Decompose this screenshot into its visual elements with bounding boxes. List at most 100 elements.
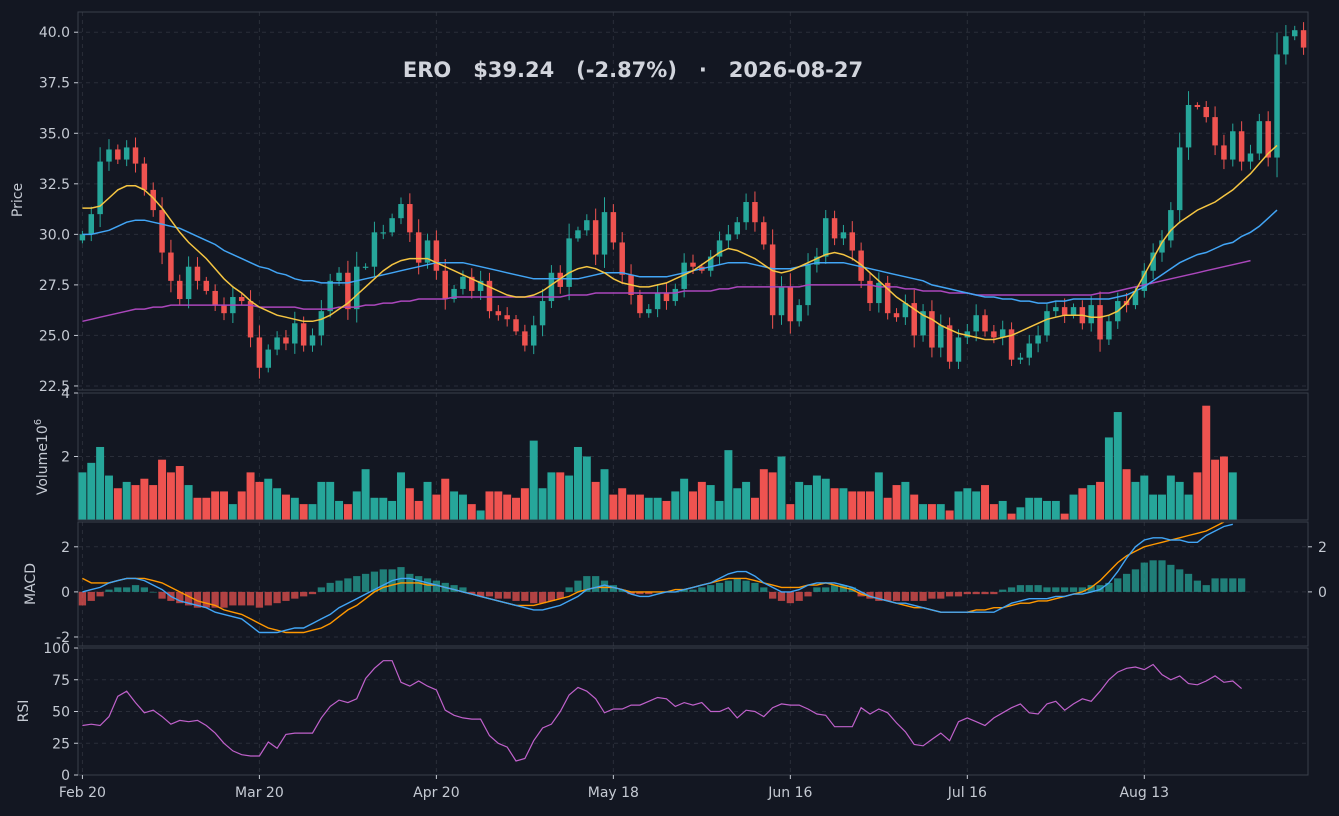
- macd-histogram-bar: [361, 573, 370, 592]
- price-tick-label: 25.0: [39, 328, 70, 344]
- price-tick-label: 35.0: [39, 126, 70, 142]
- candle-body: [1061, 307, 1068, 316]
- candle-body: [407, 204, 413, 233]
- rsi-tick-label: 50: [52, 705, 70, 721]
- candle-body: [822, 218, 829, 257]
- macd-histogram-bar: [618, 589, 626, 592]
- volume-bar: [1042, 500, 1051, 520]
- macd-histogram-bar: [114, 587, 122, 592]
- title-gap: [677, 58, 699, 82]
- macd-histogram-bar: [131, 585, 140, 592]
- volume-bar: [963, 488, 972, 520]
- candle-body: [1291, 30, 1298, 37]
- volume-bar: [512, 497, 521, 520]
- candle-body: [1274, 54, 1280, 158]
- macd-histogram-bar: [839, 585, 848, 592]
- macd-histogram-bar: [786, 591, 794, 604]
- macd-histogram-bar: [919, 591, 927, 601]
- candle-body: [477, 280, 484, 291]
- candle-body: [1141, 270, 1148, 291]
- macd-histogram-bar: [1061, 587, 1069, 592]
- candle-body: [1283, 36, 1289, 55]
- macd-histogram-bar: [512, 591, 520, 601]
- volume-bar: [1131, 481, 1140, 520]
- volume-bar: [494, 491, 503, 520]
- price-panel-frame: [77, 11, 1309, 391]
- candle-body: [938, 325, 944, 348]
- candle-body: [150, 189, 156, 211]
- candle-body: [911, 303, 917, 336]
- macd-histogram-bar: [565, 587, 573, 592]
- volume-bar: [600, 469, 609, 520]
- volume-bar: [680, 478, 689, 520]
- candle-body: [353, 266, 360, 310]
- candle-body: [557, 272, 564, 287]
- macd-histogram-bar: [1140, 562, 1148, 592]
- volume-bar: [423, 481, 432, 520]
- macd-histogram-bar: [1105, 582, 1113, 592]
- volume-axis-label: Volume106: [33, 419, 51, 495]
- candle-body: [451, 288, 457, 300]
- volume-bar: [768, 472, 777, 520]
- volume-bar: [857, 491, 866, 520]
- volume-bar: [697, 481, 706, 520]
- macd-histogram-bar: [910, 591, 918, 601]
- candle-body: [876, 282, 882, 304]
- volume-bar: [830, 488, 839, 520]
- candle-body: [1035, 335, 1041, 344]
- candle-body: [964, 331, 971, 338]
- macd-histogram-bar: [370, 571, 379, 592]
- macd-histogram-bar: [795, 591, 803, 601]
- macd-histogram-bar: [255, 591, 264, 608]
- volume-bar: [149, 485, 158, 520]
- volume-bar: [609, 494, 618, 520]
- macd-histogram-bar: [636, 591, 644, 595]
- volume-bar: [273, 488, 282, 520]
- macd-histogram-bar: [707, 585, 715, 592]
- candle-body: [1026, 343, 1033, 358]
- candle-body: [1185, 104, 1192, 148]
- macd-histogram-bar: [273, 591, 281, 604]
- macd-histogram-bar: [140, 587, 148, 592]
- macd-histogram-bar: [1034, 585, 1042, 592]
- candle-body: [1212, 117, 1218, 146]
- candle-body: [522, 331, 528, 346]
- macd-histogram-bar: [600, 580, 609, 592]
- macd-histogram-bar: [326, 582, 334, 592]
- macd-histogram-bar: [1202, 585, 1210, 592]
- candle-body: [929, 311, 935, 348]
- title-separator: ·: [699, 58, 707, 82]
- macd-histogram-bar: [450, 585, 458, 592]
- volume-bar: [1202, 405, 1211, 520]
- x-tick-label: May 18: [588, 785, 639, 801]
- macd-histogram-bar: [1238, 578, 1246, 592]
- candle-body: [831, 218, 838, 239]
- macd-histogram-bar: [751, 582, 759, 592]
- candle-body: [504, 315, 510, 320]
- macd-histogram-bar: [220, 591, 228, 608]
- volume-bar: [1140, 475, 1149, 520]
- macd-histogram-bar: [875, 591, 883, 601]
- candle-body: [380, 232, 387, 234]
- candle-body: [486, 280, 493, 312]
- volume-bar: [237, 491, 246, 520]
- candle-body: [79, 234, 86, 241]
- candle-body: [902, 303, 909, 318]
- volume-bar: [228, 504, 237, 520]
- volume-unit-exponent: 6: [33, 419, 44, 425]
- macd-histogram-bar: [96, 591, 104, 597]
- candle-body: [1070, 307, 1077, 316]
- candle-body: [460, 276, 466, 289]
- volume-bar: [972, 491, 981, 520]
- macd-histogram-bar: [645, 591, 653, 595]
- candle-body: [168, 252, 174, 281]
- volume-bar: [1007, 513, 1016, 520]
- macd-histogram-bar: [1114, 578, 1122, 592]
- macd-histogram-bar: [530, 591, 538, 604]
- volume-bar: [591, 481, 600, 520]
- macd-tick-label: -2: [56, 630, 70, 646]
- x-tick-label: Apr 20: [413, 785, 459, 801]
- candle-body: [1008, 329, 1015, 360]
- title-gap: [554, 58, 576, 82]
